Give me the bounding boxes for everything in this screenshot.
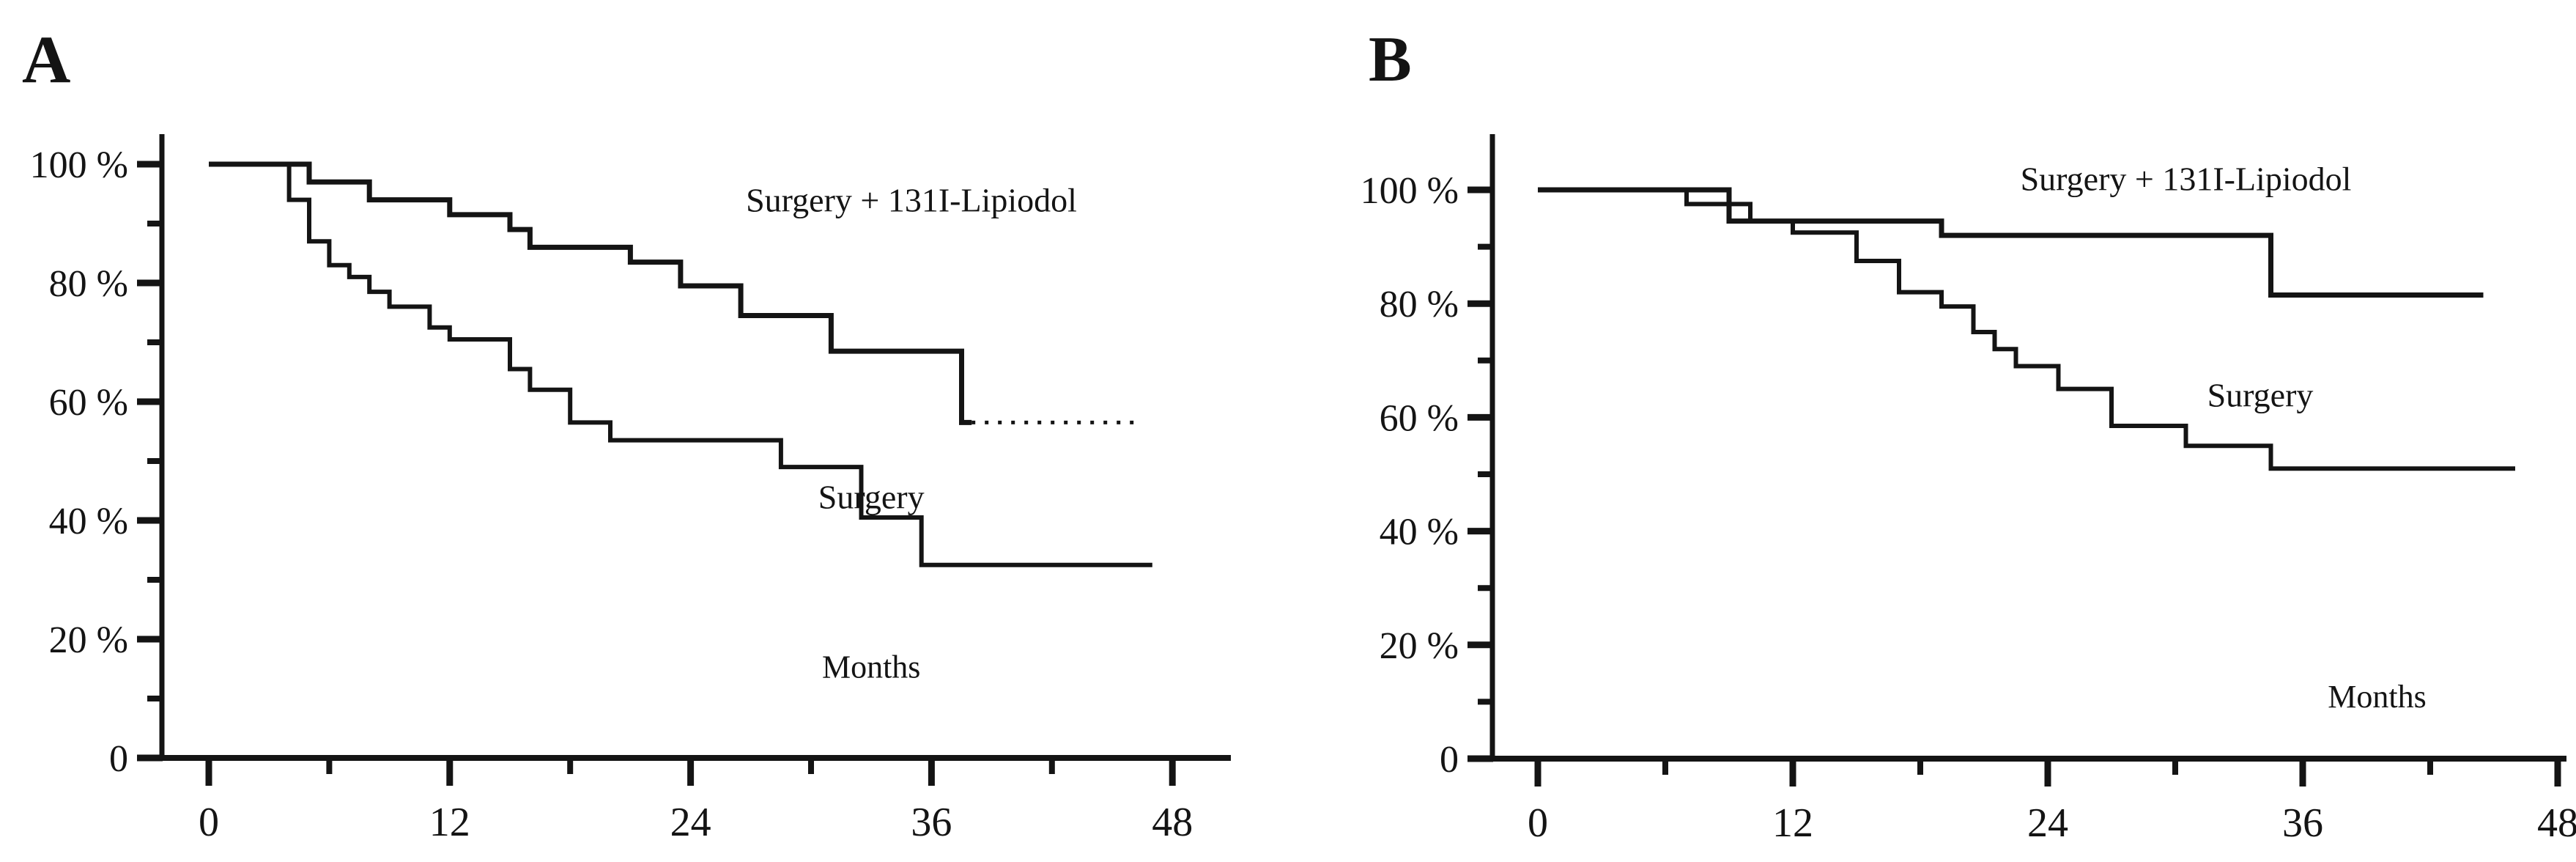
km-curve-lipiodol: [1538, 187, 2484, 298]
y-tick-label: 20 %: [49, 619, 128, 661]
y-tick-label: 40 %: [1380, 512, 1459, 553]
series-label-surgery: Surgery: [2207, 376, 2314, 413]
y-tick-label: 80 %: [49, 263, 128, 305]
x-tick-label: 12: [429, 800, 470, 845]
series-label-lipiodol: Surgery + 131I-Lipiodol: [2021, 160, 2352, 197]
x-tick-label: 0: [1528, 800, 1548, 846]
y-tick-label: 40 %: [49, 501, 128, 542]
y-tick-label: 80 %: [1380, 284, 1459, 325]
km-curve-surgery: [1538, 188, 2515, 471]
x-tick-label: 36: [2282, 800, 2323, 846]
km-curve-surgery: [209, 162, 1152, 567]
series-label-lipiodol: Surgery + 131I-Lipiodol: [746, 182, 1077, 219]
y-tick-label: 0: [109, 738, 128, 780]
panel-letter: A: [22, 22, 70, 97]
x-tick-label: 24: [670, 800, 711, 845]
x-tick-label: 12: [1772, 800, 1813, 846]
x-axis-title: Months: [2328, 679, 2426, 715]
x-tick-label: 36: [911, 800, 952, 845]
panel-letter: B: [1369, 24, 1412, 95]
y-tick-label: 60 %: [1380, 397, 1459, 439]
panel-a-chart: A 100 % 80 % 60 % 40 % 20 % 0 0 12 24 36 48 Months Su…: [22, 22, 1231, 845]
x-tick-label: 24: [2027, 800, 2068, 846]
series-label-surgery: Surgery: [818, 479, 925, 516]
panel-b-chart: B 100 % 80 % 60 % 40 % 20 % 0 0 12 24 36 48 Months Su…: [1361, 24, 2576, 846]
x-tick-label: 0: [199, 800, 219, 845]
y-tick-label: 100 %: [1361, 170, 1459, 212]
x-tick-label: 48: [2537, 800, 2576, 846]
x-axis-title: Months: [822, 649, 920, 685]
km-curve-lipiodol: [209, 161, 972, 425]
x-tick-label: 48: [1152, 800, 1193, 845]
y-tick-label: 100 %: [30, 144, 128, 186]
y-tick-label: 60 %: [49, 382, 128, 424]
y-tick-label: 0: [1440, 739, 1459, 781]
y-tick-label: 20 %: [1380, 625, 1459, 667]
